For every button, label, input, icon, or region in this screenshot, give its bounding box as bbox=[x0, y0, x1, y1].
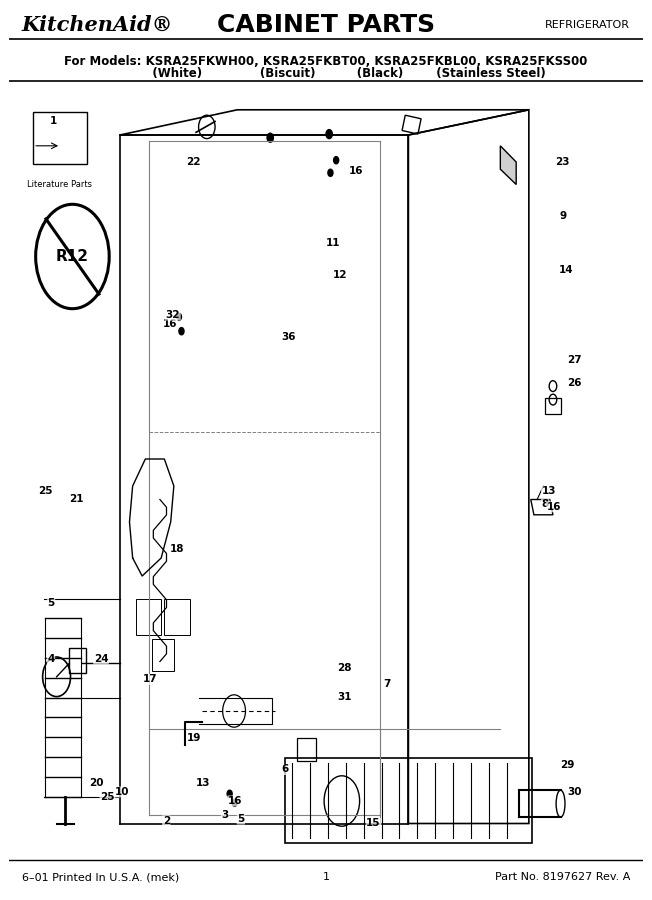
Text: KitchenAid®: KitchenAid® bbox=[22, 15, 173, 35]
Text: 12: 12 bbox=[333, 269, 347, 280]
Text: 16: 16 bbox=[546, 501, 561, 512]
Text: 1: 1 bbox=[50, 116, 57, 127]
Text: For Models: KSRA25FKWH00, KSRA25FKBT00, KSRA25FKBL00, KSRA25FKSS00: For Models: KSRA25FKWH00, KSRA25FKBT00, … bbox=[65, 55, 587, 68]
Text: 3: 3 bbox=[222, 809, 229, 820]
Text: 18: 18 bbox=[170, 544, 185, 554]
Text: 13: 13 bbox=[542, 485, 556, 496]
Text: 13: 13 bbox=[196, 778, 211, 788]
Text: 7: 7 bbox=[383, 679, 391, 689]
Bar bbox=[285, 758, 532, 843]
Text: R12: R12 bbox=[56, 249, 89, 264]
Text: REFRIGERATOR: REFRIGERATOR bbox=[545, 20, 630, 31]
Text: 5: 5 bbox=[48, 598, 55, 608]
Text: 23: 23 bbox=[556, 157, 570, 167]
Text: 20: 20 bbox=[89, 778, 104, 788]
Text: 15: 15 bbox=[366, 818, 381, 829]
Circle shape bbox=[177, 313, 181, 320]
Text: 26: 26 bbox=[567, 377, 582, 388]
Bar bbox=[33, 112, 87, 164]
Text: 28: 28 bbox=[338, 662, 352, 673]
Text: 10: 10 bbox=[115, 787, 129, 797]
Text: 4: 4 bbox=[48, 653, 55, 664]
Circle shape bbox=[328, 169, 333, 176]
Text: 24: 24 bbox=[94, 653, 108, 664]
Text: 9: 9 bbox=[559, 211, 567, 221]
Text: 16: 16 bbox=[162, 319, 177, 329]
Text: Part No. 8197627 Rev. A: Part No. 8197627 Rev. A bbox=[495, 872, 630, 883]
Text: Literature Parts: Literature Parts bbox=[27, 180, 92, 189]
Text: 6–01 Printed In U.S.A. (mek): 6–01 Printed In U.S.A. (mek) bbox=[22, 872, 179, 883]
Text: 29: 29 bbox=[561, 760, 575, 770]
Circle shape bbox=[227, 790, 232, 797]
Bar bbox=[152, 639, 174, 670]
Text: 19: 19 bbox=[186, 733, 201, 743]
Text: 2: 2 bbox=[162, 815, 170, 826]
Circle shape bbox=[334, 157, 338, 164]
Text: (White)              (Biscuit)          (Black)        (Stainless Steel): (White) (Biscuit) (Black) (Stainless Ste… bbox=[107, 68, 545, 80]
Text: 16: 16 bbox=[228, 796, 243, 806]
Text: 32: 32 bbox=[166, 310, 180, 320]
Text: 27: 27 bbox=[567, 355, 582, 365]
Circle shape bbox=[267, 133, 273, 142]
Circle shape bbox=[326, 130, 333, 139]
Text: 1: 1 bbox=[323, 872, 329, 883]
Bar bbox=[544, 398, 561, 414]
Text: 16: 16 bbox=[349, 166, 363, 176]
Text: 21: 21 bbox=[69, 494, 84, 505]
Circle shape bbox=[232, 799, 237, 806]
Text: 5: 5 bbox=[237, 814, 244, 824]
Text: 22: 22 bbox=[186, 157, 200, 167]
Text: 17: 17 bbox=[142, 674, 157, 685]
Text: 8: 8 bbox=[542, 499, 549, 509]
Text: 11: 11 bbox=[326, 238, 340, 248]
Text: CABINET PARTS: CABINET PARTS bbox=[217, 14, 435, 37]
Text: 30: 30 bbox=[567, 787, 582, 797]
Text: 25: 25 bbox=[38, 485, 52, 496]
Circle shape bbox=[179, 328, 184, 335]
Polygon shape bbox=[500, 146, 516, 184]
Text: 31: 31 bbox=[338, 692, 352, 703]
Text: 14: 14 bbox=[559, 265, 574, 275]
Bar bbox=[136, 598, 161, 634]
Text: 25: 25 bbox=[100, 791, 115, 802]
Text: 36: 36 bbox=[282, 332, 296, 343]
Bar bbox=[164, 598, 190, 634]
Text: 6: 6 bbox=[282, 764, 289, 775]
Bar bbox=[297, 738, 316, 760]
